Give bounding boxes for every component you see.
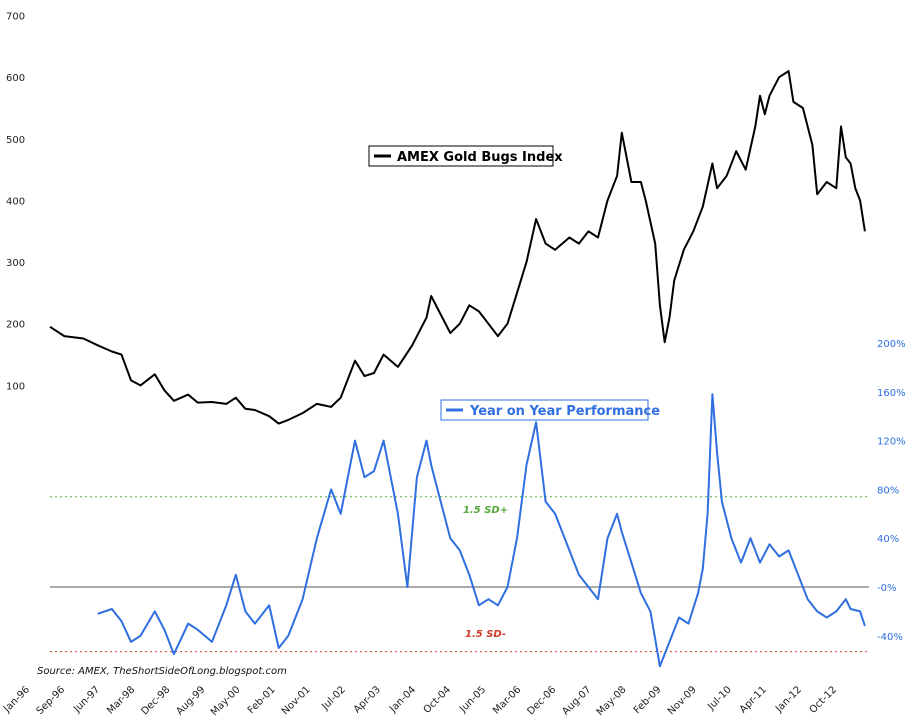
reference-lines bbox=[50, 496, 869, 653]
sd-minus-label: 1.5 SD- bbox=[465, 629, 506, 640]
right-axis-tick-label: 200% bbox=[877, 339, 906, 350]
right-axis-tick-label: 160% bbox=[877, 388, 906, 399]
legend-yoy: Year on Year Performance bbox=[440, 399, 660, 421]
gold-bugs-index-line bbox=[49, 70, 866, 425]
yoy-performance-line bbox=[97, 393, 866, 668]
right-axis-tick-label: 40% bbox=[877, 534, 899, 545]
sd-plus-label: 1.5 SD+ bbox=[463, 505, 508, 516]
left-axis-tick-label: 300 bbox=[6, 258, 25, 269]
legend-box bbox=[368, 145, 554, 167]
legend-label-gold-bugs: AMEX Gold Bugs Index bbox=[397, 150, 563, 165]
left-axis-tick-label: 200 bbox=[6, 320, 25, 331]
legend-box bbox=[440, 399, 649, 421]
source-note: Source: AMEX, TheShortSideOfLong.blogspo… bbox=[37, 666, 287, 677]
left-axis-tick-label: 600 bbox=[6, 73, 25, 84]
right-axis-tick-label: 80% bbox=[877, 485, 899, 496]
right-axis-tick-label: -0% bbox=[877, 583, 896, 594]
right-axis: -40% -0% 40% 80% 120% 160% 200% bbox=[877, 339, 906, 643]
series-lines bbox=[49, 70, 866, 668]
left-axis-tick-label: 500 bbox=[6, 135, 25, 146]
right-axis-tick-label: -40% bbox=[877, 632, 903, 643]
legend-label-yoy: Year on Year Performance bbox=[469, 404, 660, 419]
right-axis-tick-label: 120% bbox=[877, 437, 906, 448]
legend-gold-bugs: AMEX Gold Bugs Index bbox=[368, 145, 563, 167]
left-axis-tick-label: 100 bbox=[6, 381, 25, 392]
left-axis-tick-label: 400 bbox=[6, 196, 25, 207]
left-axis: 100 200 300 400 500 600 700 bbox=[6, 12, 25, 393]
left-axis-tick-label: 700 bbox=[6, 12, 25, 23]
